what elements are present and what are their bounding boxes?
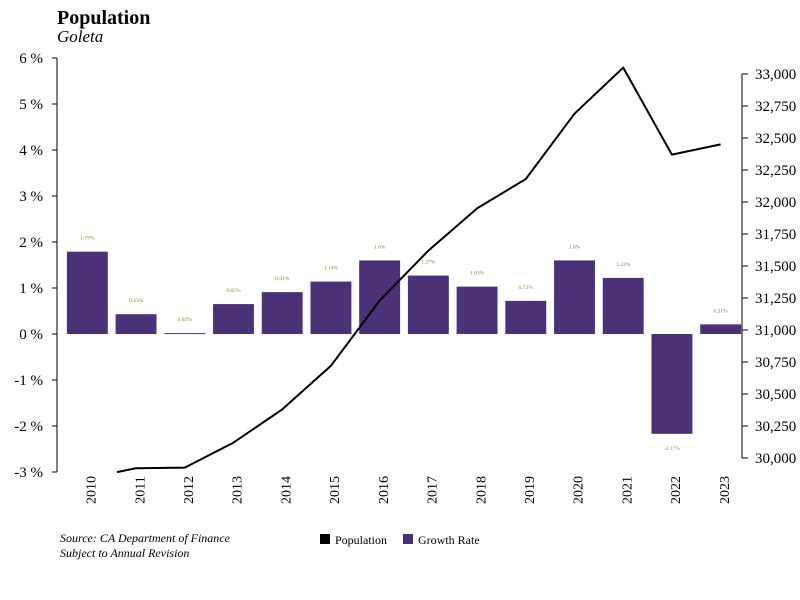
growth-rate-data-label: 1.14% [324, 266, 339, 272]
right-tick-label: 31,000 [755, 323, 796, 339]
population-line [116, 66, 721, 474]
right-tick-label: 30,750 [755, 355, 796, 371]
legend: Population Growth Rate [320, 533, 480, 547]
x-tick-label: 2014 [279, 476, 294, 504]
growth-rate-bar [261, 292, 303, 334]
growth-rate-data-label: 0.72% [519, 285, 534, 291]
growth-rate-bar [505, 300, 547, 334]
growth-rate-bar [164, 333, 206, 335]
left-tick-label: 0 % [19, 327, 43, 343]
growth-rate-data-label: 1.6% [569, 244, 581, 250]
right-tick-label: 31,750 [755, 227, 796, 243]
growth-rate-bars [66, 251, 742, 434]
population-line-layer [116, 66, 721, 474]
x-tick-label: 2017 [426, 476, 441, 504]
x-tick-label: 2020 [572, 476, 587, 504]
growth-rate-bar [213, 304, 254, 334]
growth-rate-data-label: 1.79% [80, 236, 95, 242]
x-tick-label: 2018 [474, 476, 489, 504]
legend-label-growth-rate: Growth Rate [418, 533, 480, 547]
source-line-2: Subject to Annual Revision [60, 546, 189, 560]
growth-rate-data-label: 0.43% [129, 298, 144, 304]
growth-rate-bar [602, 277, 644, 334]
growth-rate-labels: 1.79% 0.43% 0.02% 0.65% 0.91% 1.14% 1.6% 1.27% 1… [80, 236, 728, 452]
growth-rate-data-label: 1.27% [421, 260, 436, 266]
x-tick-label: 2010 [85, 476, 100, 504]
growth-rate-bar [115, 314, 157, 334]
legend-label-population: Population [335, 533, 387, 547]
right-tick-label: 30,250 [755, 419, 796, 435]
growth-rate-data-label: 0.21% [714, 308, 729, 314]
left-tick-label: 2 % [19, 235, 43, 251]
source-line-1: Source: CA Department of Finance [60, 531, 231, 545]
left-tick-label: -2 % [14, 419, 43, 435]
legend-swatch-population [320, 534, 330, 544]
growth-rate-bar [310, 281, 352, 334]
left-tick-label: 5 % [19, 97, 43, 113]
growth-rate-data-label: 0.65% [226, 288, 241, 294]
legend-swatch-growth-rate [403, 534, 413, 544]
growth-rate-data-label: 1.03% [470, 271, 485, 277]
x-tick-label: 2016 [377, 476, 392, 504]
growth-rate-bar [700, 324, 742, 334]
left-tick-label: 6 % [19, 51, 43, 67]
growth-rate-data-label: -2.17% [664, 446, 680, 452]
growth-rate-bar [407, 275, 449, 334]
right-tick-label: 32,250 [755, 163, 796, 179]
x-axis: 2010 2011 2012 2013 2014 2015 2016 2017 2018 2019… [85, 476, 733, 504]
left-tick-label: -3 % [14, 465, 43, 481]
right-tick-label: 30,500 [755, 387, 796, 403]
x-tick-label: 2021 [620, 476, 635, 504]
right-y-axis: 30,000 30,250 30,500 30,750 31,000 31,250 31,5… [741, 67, 796, 467]
x-tick-label: 2019 [523, 476, 538, 504]
x-tick-label: 2013 [231, 476, 246, 504]
right-tick-label: 31,250 [755, 291, 796, 307]
left-tick-label: 1 % [19, 281, 43, 297]
growth-rate-bar [359, 260, 401, 334]
growth-rate-bar [456, 286, 498, 334]
right-tick-label: 32,500 [755, 131, 796, 147]
growth-rate-data-label: 0.91% [275, 276, 290, 282]
x-tick-label: 2012 [182, 476, 197, 504]
growth-rate-bar [66, 251, 108, 334]
right-tick-label: 32,000 [755, 195, 796, 211]
x-tick-label: 2023 [718, 476, 733, 504]
right-tick-label: 32,750 [755, 99, 796, 115]
x-tick-label: 2011 [133, 476, 148, 503]
right-tick-label: 31,500 [755, 259, 796, 275]
growth-rate-data-label: 1.6% [374, 244, 386, 250]
left-y-axis: -3 % -2 % -1 % 0 % 1 % 2 % 3 % 4 % 5 % 6 % [14, 51, 58, 481]
left-tick-label: 4 % [19, 143, 43, 159]
chart-subtitle: Goleta [57, 27, 103, 46]
left-tick-label: -1 % [14, 373, 43, 389]
left-tick-label: 3 % [19, 189, 43, 205]
chart-title: Population [57, 7, 150, 29]
right-tick-label: 33,000 [755, 67, 796, 83]
growth-rate-data-label: 1.22% [616, 262, 631, 268]
growth-rate-bar [554, 260, 595, 334]
right-tick-label: 30,000 [755, 451, 796, 467]
x-tick-label: 2022 [669, 476, 684, 504]
growth-rate-data-label: 0.02% [178, 317, 193, 323]
x-tick-label: 2015 [328, 476, 343, 504]
growth-rate-bar [651, 334, 693, 434]
